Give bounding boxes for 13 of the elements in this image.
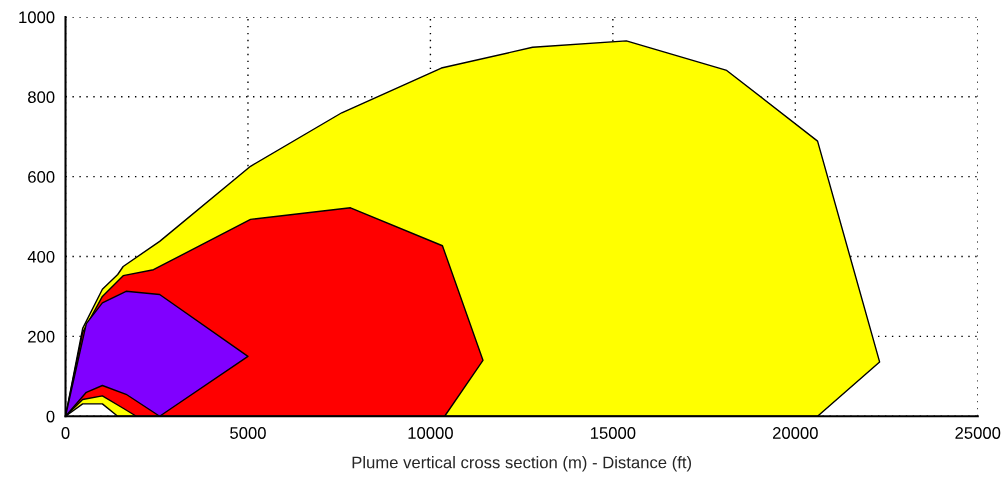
y-tick-label: 0	[46, 410, 55, 423]
x-axis-title: Plume vertical cross section (m) - Distance (ft)	[352, 456, 692, 472]
y-tick-label: 1000	[19, 11, 55, 24]
y-tick-label: 400	[27, 250, 55, 263]
x-tick-label: 10000	[408, 427, 453, 439]
y-tick-label: 600	[28, 171, 55, 183]
x-tick-label: 5000	[230, 427, 266, 439]
y-tick-label: 200	[28, 330, 55, 343]
x-tick-label: 20000	[772, 427, 818, 439]
x-tick-label: 15000	[590, 427, 636, 439]
x-tick-label: 25000	[955, 427, 1001, 439]
y-tick-label: 800	[28, 91, 55, 103]
x-tick-label: 0	[61, 427, 70, 439]
